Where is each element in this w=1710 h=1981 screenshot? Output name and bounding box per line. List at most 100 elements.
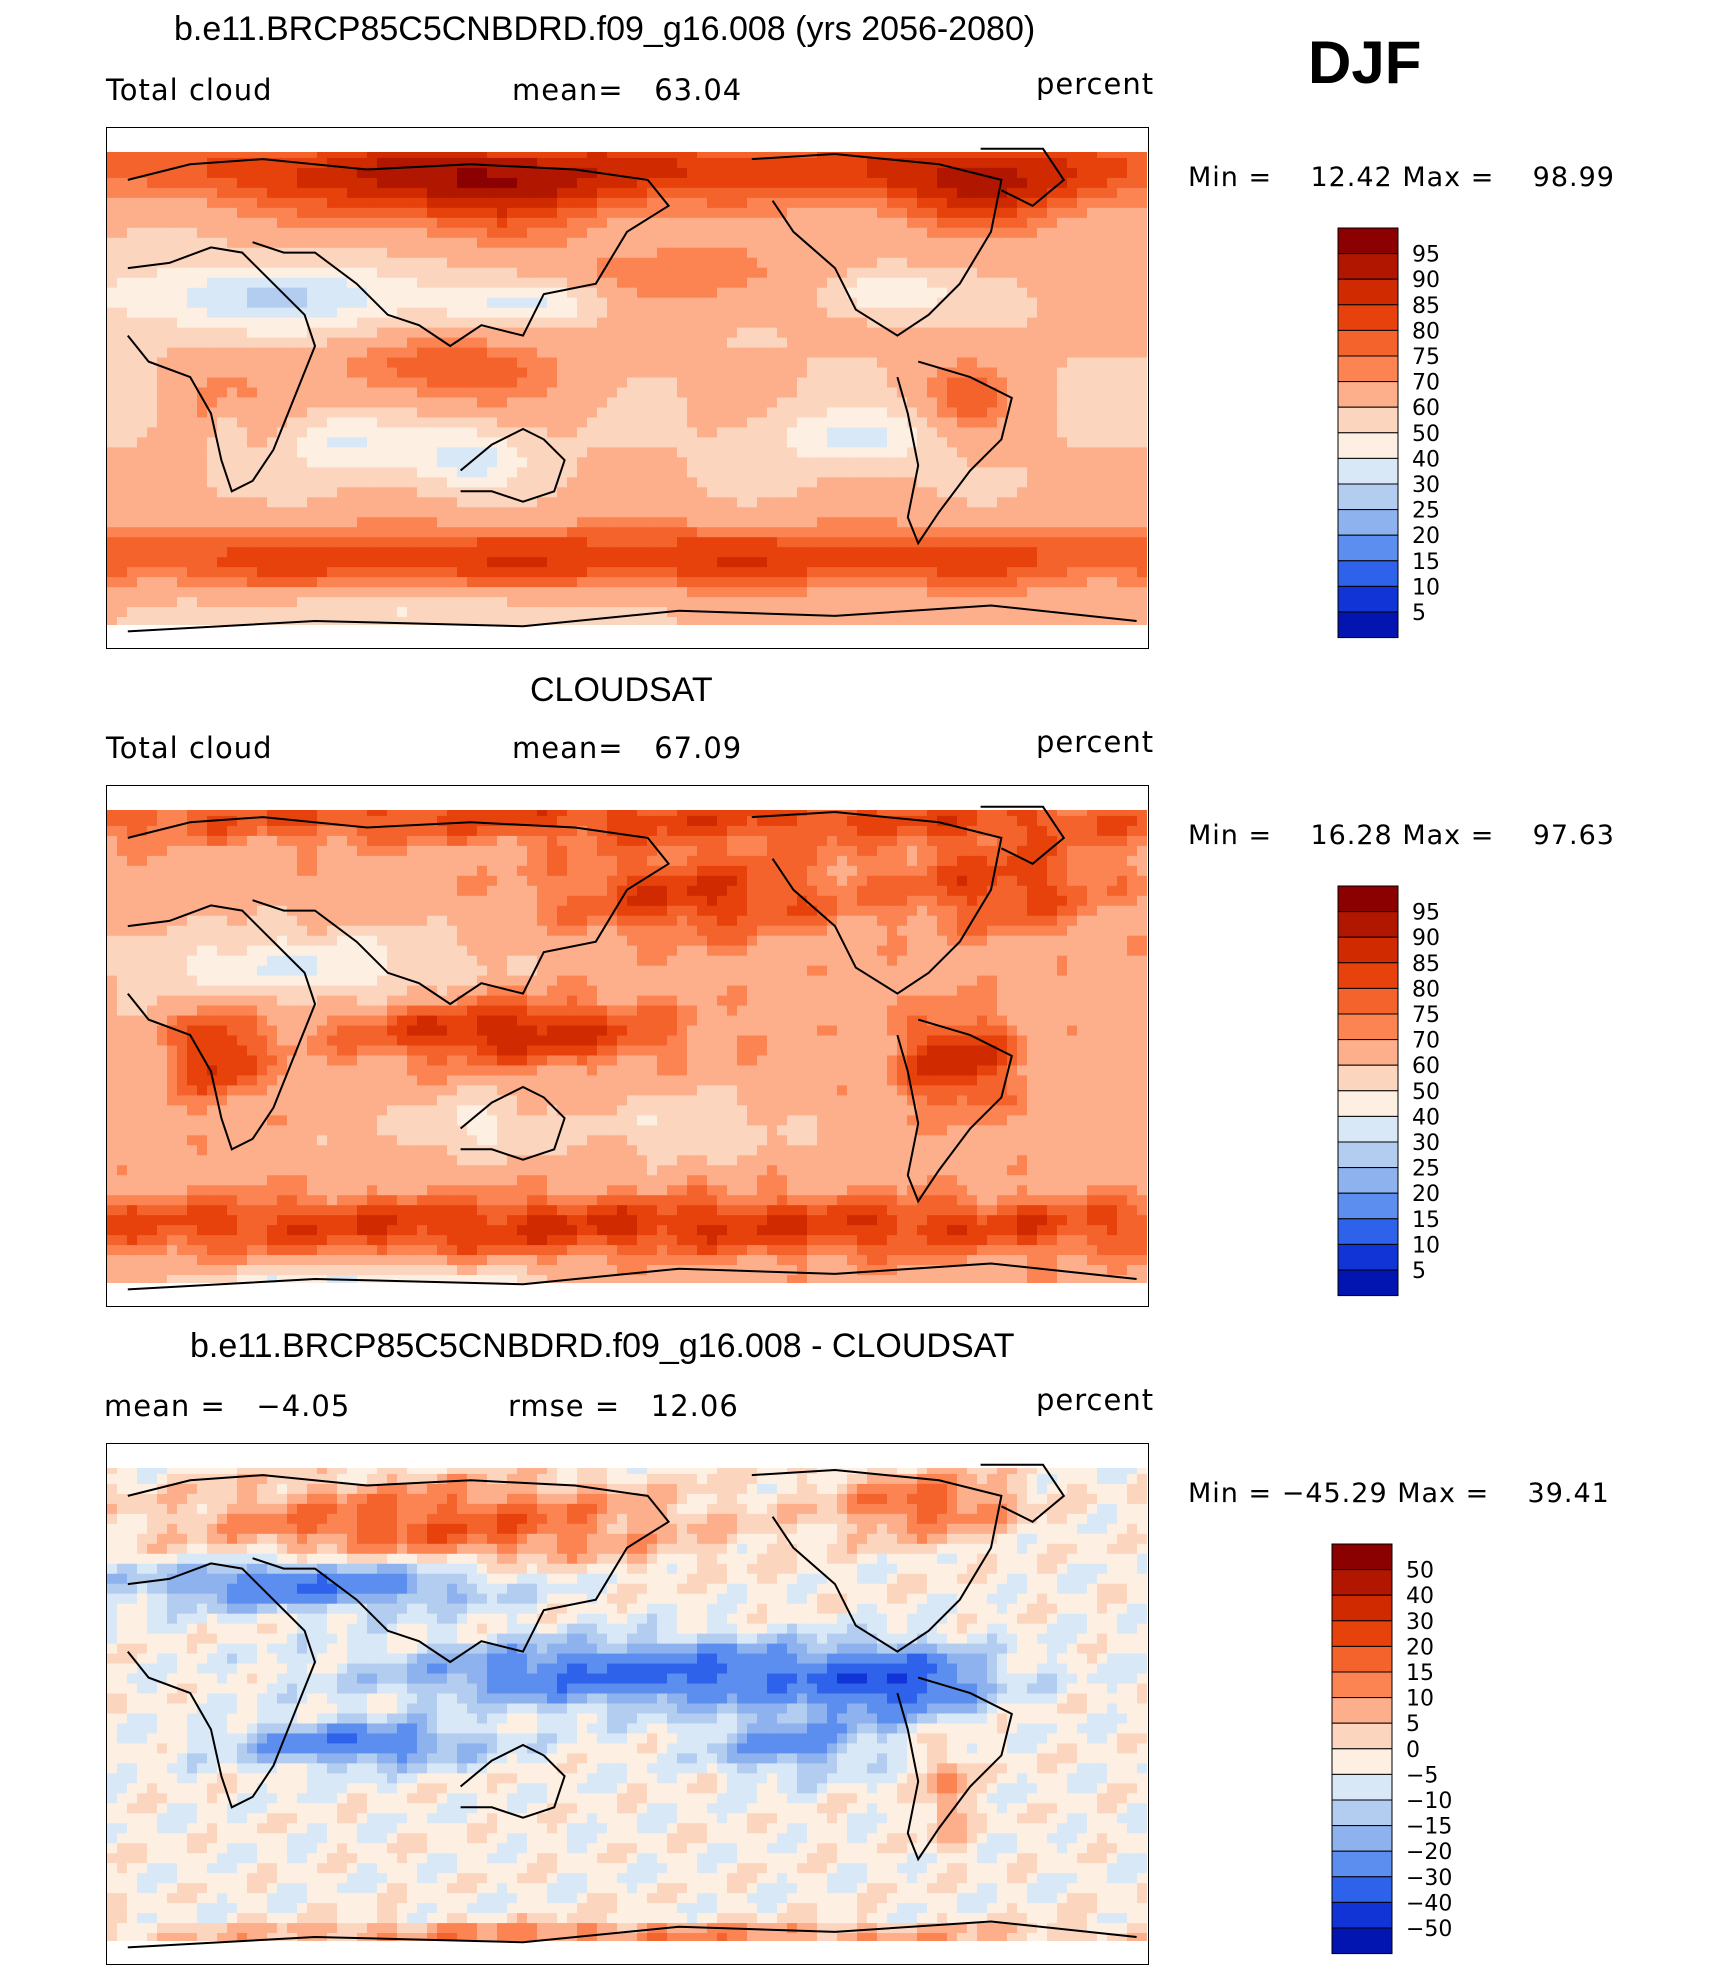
field-cell [397, 377, 408, 389]
field-cell [797, 227, 808, 239]
field-cell [627, 457, 638, 468]
field-cell [637, 187, 648, 199]
field-cell [557, 157, 568, 169]
field-cell [277, 377, 288, 389]
field-cell [177, 447, 188, 458]
field-cell [747, 357, 758, 369]
field-cell [667, 167, 678, 179]
field-cell [397, 237, 408, 249]
field-cell [467, 377, 478, 389]
field-cell [117, 557, 128, 568]
field-cell [1067, 377, 1078, 389]
field-cell [167, 267, 178, 279]
field-cell [977, 587, 988, 598]
field-cell [187, 237, 198, 249]
field-cell [747, 247, 758, 259]
field-cell [577, 467, 588, 478]
field-cell [557, 207, 568, 219]
field-cell [517, 377, 528, 389]
field-cell [607, 307, 618, 319]
field-cell [437, 327, 448, 339]
field-cell [1047, 217, 1058, 229]
field-cell [997, 327, 1008, 339]
field-cell [597, 237, 608, 249]
field-cell [1117, 397, 1128, 409]
field-cell [1027, 227, 1038, 239]
field-cell [1097, 517, 1108, 528]
field-cell [367, 417, 378, 429]
field-cell [1107, 367, 1118, 379]
field-cell [877, 387, 888, 399]
field-cell [977, 527, 988, 538]
field-cell [787, 467, 798, 478]
field-cell [947, 267, 958, 279]
field-cell [777, 347, 788, 359]
field-cell [737, 417, 748, 429]
field-cell [857, 167, 868, 179]
field-cell [1087, 577, 1098, 588]
field-cell [417, 577, 428, 588]
field-cell [1027, 267, 1038, 279]
field-cell [167, 177, 178, 189]
field-cell [817, 557, 828, 568]
field-cell [907, 247, 918, 259]
field-cell [857, 257, 868, 269]
field-cell [107, 287, 118, 299]
field-cell [177, 427, 188, 438]
field-cell [1037, 477, 1048, 488]
field-cell [227, 477, 238, 488]
field-cell [327, 507, 338, 518]
field-cell [827, 367, 838, 379]
field-cell [277, 217, 288, 229]
field-cell [1007, 197, 1018, 209]
field-cell [507, 347, 518, 359]
field-cell [517, 507, 528, 518]
field-cell [287, 447, 298, 458]
field-cell [967, 547, 978, 558]
field-cell [507, 257, 518, 269]
field-cell [347, 277, 358, 289]
field-cell [1067, 167, 1078, 179]
field-cell [977, 317, 988, 329]
field-cell [997, 547, 1008, 558]
field-cell [247, 277, 258, 289]
field-cell [1037, 577, 1048, 588]
field-cell [727, 277, 738, 289]
field-cell [297, 237, 308, 249]
field-cell [137, 557, 148, 568]
field-cell [247, 507, 258, 518]
field-cell [307, 257, 318, 269]
field-cell [497, 317, 508, 329]
field-cell [827, 517, 838, 528]
field-cell [847, 497, 858, 508]
field-cell [947, 347, 958, 359]
field-cell [407, 327, 418, 339]
field-cell [127, 187, 138, 199]
field-cell [117, 187, 128, 199]
field-cell [1097, 527, 1108, 538]
field-cell [137, 157, 148, 169]
field-cell [827, 327, 838, 339]
field-cell [907, 297, 918, 309]
field-cell [677, 337, 688, 349]
field-cell [987, 557, 998, 568]
field-cell [627, 197, 638, 209]
field-cell [627, 377, 638, 389]
field-cell [227, 427, 238, 438]
field-cell [537, 297, 548, 309]
field-cell [897, 437, 908, 448]
field-cell [977, 407, 988, 419]
field-cell [857, 327, 868, 339]
field-cell [117, 467, 128, 478]
field-cell [607, 487, 618, 498]
field-cell [1017, 427, 1028, 438]
field-cell [1067, 527, 1078, 538]
field-cell [387, 577, 398, 588]
field-cell [817, 397, 828, 409]
field-cell [497, 207, 508, 219]
field-cell [937, 587, 948, 598]
field-cell [887, 577, 898, 588]
field-cell [957, 167, 968, 179]
field-cell [257, 537, 268, 548]
field-cell [667, 487, 678, 498]
